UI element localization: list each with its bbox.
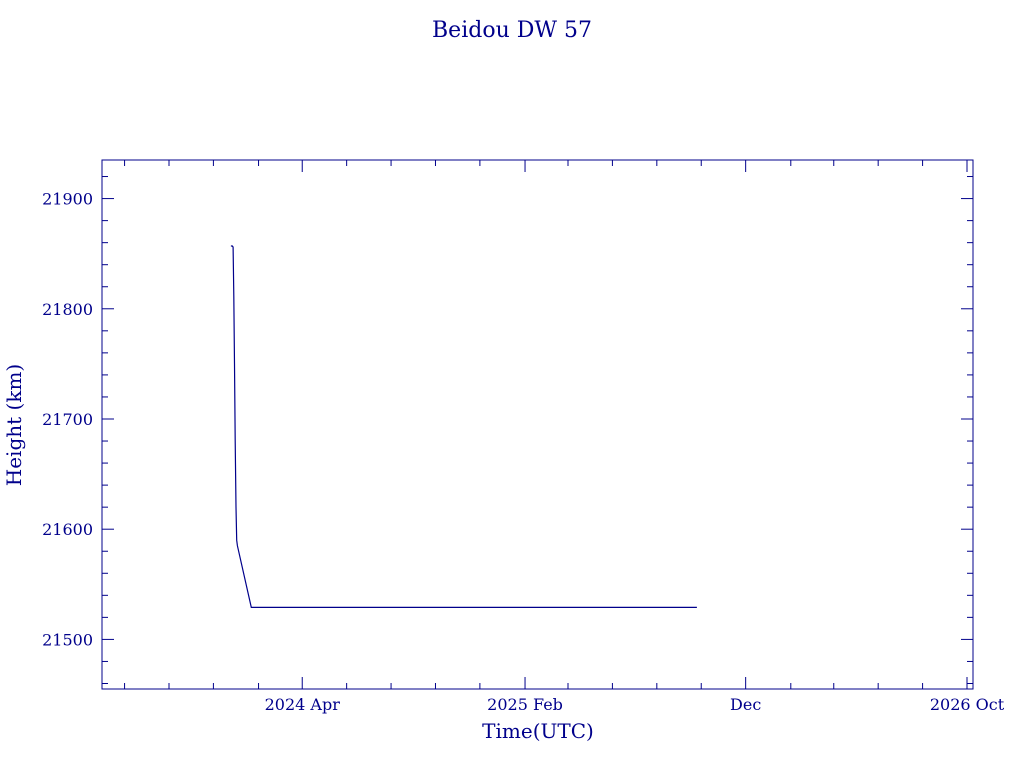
x-tick-label: 2025 Feb [487,695,563,714]
series-layer [230,245,697,609]
y-tick-label: 21800 [42,300,93,319]
x-tick-label: 2026 Oct [930,695,1005,714]
y-tick-label: 21600 [42,520,93,539]
chart-title: Beidou DW 57 [432,18,592,43]
y-tick-label: 21500 [42,630,93,649]
x-axis-label: Time(UTC) [482,719,594,743]
y-tick-label: 21900 [42,190,93,209]
y-axis-label: Height (km) [2,364,26,486]
height-series-line [230,245,697,609]
x-tick-label: 2024 Apr [265,695,341,714]
x-axis: 2024 Apr 2025 Feb Dec 2026 Oct [124,160,1005,714]
y-tick-label: 21700 [42,410,93,429]
y-axis: 21500 21600 21700 21800 21900 [42,176,973,684]
plot-frame [101,159,974,690]
x-tick-label: Dec [730,695,761,714]
